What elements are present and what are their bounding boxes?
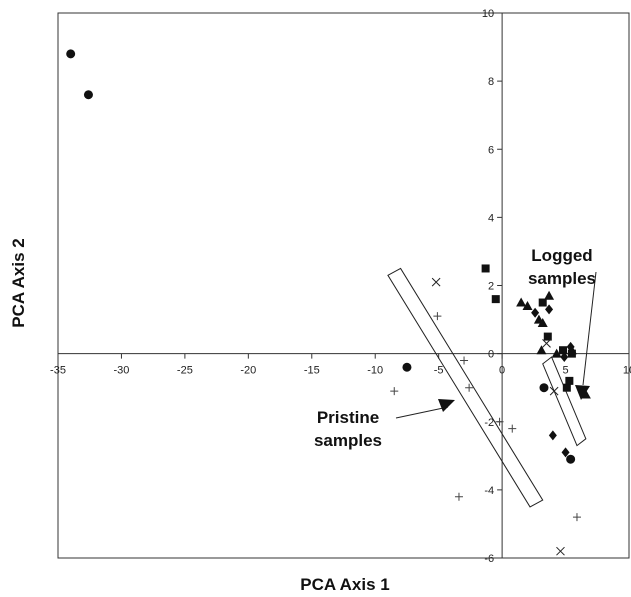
plus-point <box>465 383 474 392</box>
square-point <box>491 295 500 304</box>
circle-point <box>539 383 549 393</box>
x-tick-label: -25 <box>177 365 193 377</box>
x-tick-label: -10 <box>367 365 383 377</box>
triangle-point <box>522 300 533 310</box>
x-cross-point <box>542 339 551 348</box>
annotation-arrows-layer <box>395 271 597 419</box>
circle-point <box>66 49 76 59</box>
plot-area-frame <box>57 12 630 559</box>
triangle-point <box>537 317 548 327</box>
y-tick-label: 2 <box>488 281 494 293</box>
logged-arrowhead <box>575 385 590 400</box>
pristine-highlight-box <box>387 267 544 508</box>
logged-arrow-line <box>582 271 597 386</box>
pristine-arrowhead <box>438 399 455 412</box>
y-tick-label: -6 <box>484 553 494 565</box>
x-tick-label: -30 <box>113 365 129 377</box>
square-point <box>481 264 490 273</box>
plus-point <box>390 387 399 396</box>
plus-point <box>508 424 517 433</box>
y-tick-label: -2 <box>484 417 494 429</box>
triangle-point <box>536 345 547 355</box>
diamond-point <box>561 447 570 458</box>
y-tick-label: 8 <box>488 76 494 88</box>
triangle-point <box>544 290 555 300</box>
x-tick-label: 10 <box>623 365 631 377</box>
x-tick-label: -15 <box>304 365 320 377</box>
plus-point <box>572 513 581 522</box>
diamond-point <box>545 304 554 315</box>
x-axis-title: PCA Axis 1 <box>300 575 389 594</box>
circle-point <box>566 454 576 464</box>
data-points-layer <box>66 49 591 556</box>
plus-point <box>460 356 469 365</box>
plus-point <box>454 492 463 501</box>
plus-point <box>433 312 442 321</box>
circle-point <box>83 90 93 100</box>
y-axis-title: PCA Axis 2 <box>9 238 28 327</box>
square-point <box>538 298 547 307</box>
triangle-point <box>551 348 562 358</box>
square-point <box>559 346 568 355</box>
y-tick-label: 4 <box>488 212 494 224</box>
annotation-logged-line1: Logged <box>531 246 592 265</box>
circle-point <box>402 362 412 372</box>
x-cross-point <box>549 386 559 396</box>
y-tick-label: -4 <box>484 485 494 497</box>
x-tick-label: -35 <box>50 365 66 377</box>
x-tick-label: 5 <box>562 365 568 377</box>
logged-highlight-box <box>542 356 587 447</box>
y-tick-label: 0 <box>488 349 494 361</box>
x-tick-label: -20 <box>240 365 256 377</box>
square-point <box>565 376 574 385</box>
x-tick-label: 0 <box>499 365 505 377</box>
x-tick-label: -5 <box>434 365 444 377</box>
triangle-point <box>516 297 527 307</box>
x-cross-point <box>431 277 441 287</box>
diamond-point <box>566 341 575 352</box>
y-tick-label: 6 <box>488 144 494 156</box>
highlight-boxes-layer <box>387 267 587 508</box>
diamond-point <box>531 307 540 318</box>
square-point <box>543 332 552 341</box>
x-cross-point <box>556 546 565 556</box>
annotation-logged-line2: samples <box>528 269 596 288</box>
annotation-pristine-line1: Pristine <box>317 408 379 427</box>
diamond-point <box>548 430 557 441</box>
annotation-pristine-line2: samples <box>314 431 382 450</box>
pristine-arrow-line <box>395 406 449 419</box>
square-point <box>562 383 571 392</box>
plus-point <box>495 417 504 426</box>
diamond-point <box>560 352 569 363</box>
y-tick-label: 10 <box>482 8 494 20</box>
